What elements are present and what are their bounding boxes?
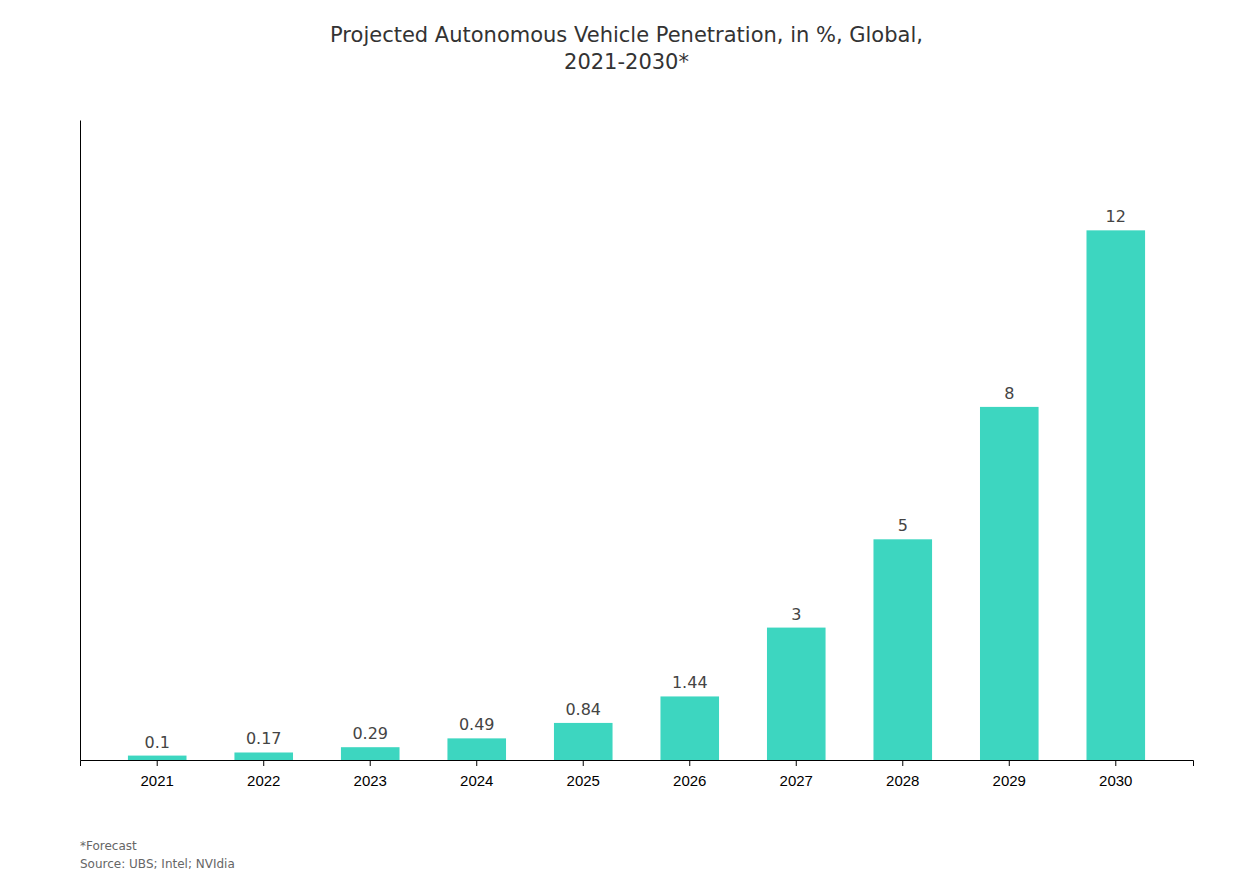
x-tick-label: 2027 (780, 772, 813, 789)
x-tick-label: 2021 (141, 772, 174, 789)
y-axis-line (80, 121, 81, 761)
bar (767, 628, 826, 760)
bar (341, 747, 400, 760)
x-tick: 2023 (354, 760, 387, 789)
x-tick-label: 2029 (993, 772, 1026, 789)
x-tick-mark (1115, 760, 1116, 766)
x-tick-label: 2030 (1099, 772, 1132, 789)
x-tick: 2028 (886, 760, 919, 789)
x-tick: 2027 (780, 760, 813, 789)
x-tick-label: 2025 (567, 772, 600, 789)
data-label: 8 (1004, 384, 1014, 403)
data-label: 0.49 (459, 715, 495, 734)
bar (234, 752, 293, 760)
x-tick-mark (796, 760, 797, 766)
data-labels: 0.1 0.17 0.29 0.49 0.84 1.44 3 5 8 12 (144, 207, 1125, 751)
chart-title-line: 2021-2030* (564, 50, 689, 74)
data-label: 0.17 (246, 729, 282, 748)
x-axis-line (81, 761, 1194, 767)
bar (980, 407, 1039, 760)
footnote-line: *Forecast (80, 839, 137, 853)
bar (1086, 230, 1145, 760)
x-tick-label: 2026 (673, 772, 706, 789)
chart-title-line: Projected Autonomous Vehicle Penetration… (330, 23, 923, 47)
data-label: 0.29 (352, 724, 388, 743)
bars (128, 230, 1145, 760)
data-label: 1.44 (672, 673, 708, 692)
x-tick-mark (1009, 760, 1010, 766)
x-tick-label: 2022 (247, 772, 280, 789)
x-tick: 2022 (247, 760, 280, 789)
x-tick: 2021 (141, 760, 174, 789)
data-label: 0.1 (144, 733, 169, 752)
data-label: 12 (1106, 207, 1126, 226)
data-label: 5 (898, 516, 908, 535)
x-axis: 2021 2022 2023 2024 2025 2026 2027 2028 2029 2030 (81, 760, 1194, 789)
x-tick-mark (157, 760, 158, 766)
x-tick: 2029 (993, 760, 1026, 789)
footnote-line: Source: UBS; Intel; NVIdia (80, 857, 235, 871)
x-tick-label: 2028 (886, 772, 919, 789)
bar (128, 756, 187, 760)
data-label: 3 (791, 605, 801, 624)
x-tick-mark (902, 760, 903, 766)
footnote: *Forecast Source: UBS; Intel; NVIdia (80, 839, 235, 871)
x-tick-mark (263, 760, 264, 766)
x-tick-label: 2023 (354, 772, 387, 789)
x-tick-mark (370, 760, 371, 766)
data-label: 0.84 (565, 700, 601, 719)
chart-container: Projected Autonomous Vehicle Penetration… (0, 0, 1253, 880)
x-tick: 2025 (567, 760, 600, 789)
x-tick: 2026 (673, 760, 706, 789)
bar (873, 539, 932, 760)
x-tick-mark (689, 760, 690, 766)
x-tick-mark (476, 760, 477, 766)
x-tick-label: 2024 (460, 772, 493, 789)
x-tick: 2030 (1099, 760, 1132, 789)
bar (447, 738, 506, 760)
chart-title: Projected Autonomous Vehicle Penetration… (330, 23, 923, 74)
chart-svg: Projected Autonomous Vehicle Penetration… (0, 0, 1253, 880)
bar (554, 723, 613, 760)
bar (660, 696, 719, 760)
y-axis (80, 121, 81, 761)
plot-area: 2021 2022 2023 2024 2025 2026 2027 2028 2029 2030… (81, 121, 1194, 789)
x-tick: 2024 (460, 760, 493, 789)
x-tick-mark (583, 760, 584, 766)
